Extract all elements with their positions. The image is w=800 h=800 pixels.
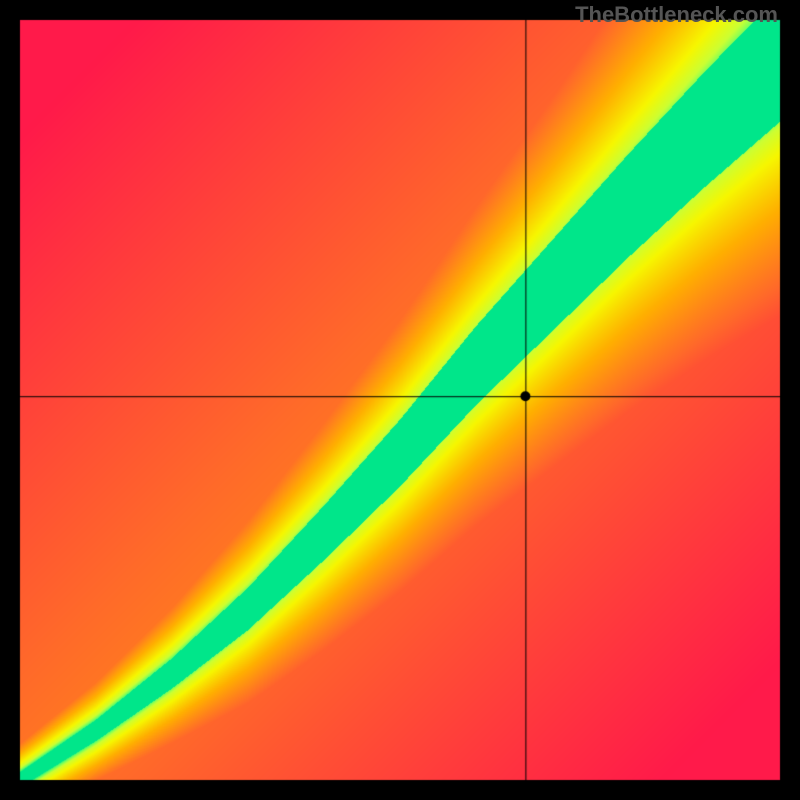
watermark-text: TheBottleneck.com: [575, 2, 778, 28]
chart-container: { "chart": { "type": "heatmap", "width_p…: [0, 0, 800, 800]
bottleneck-heatmap: [0, 0, 800, 800]
